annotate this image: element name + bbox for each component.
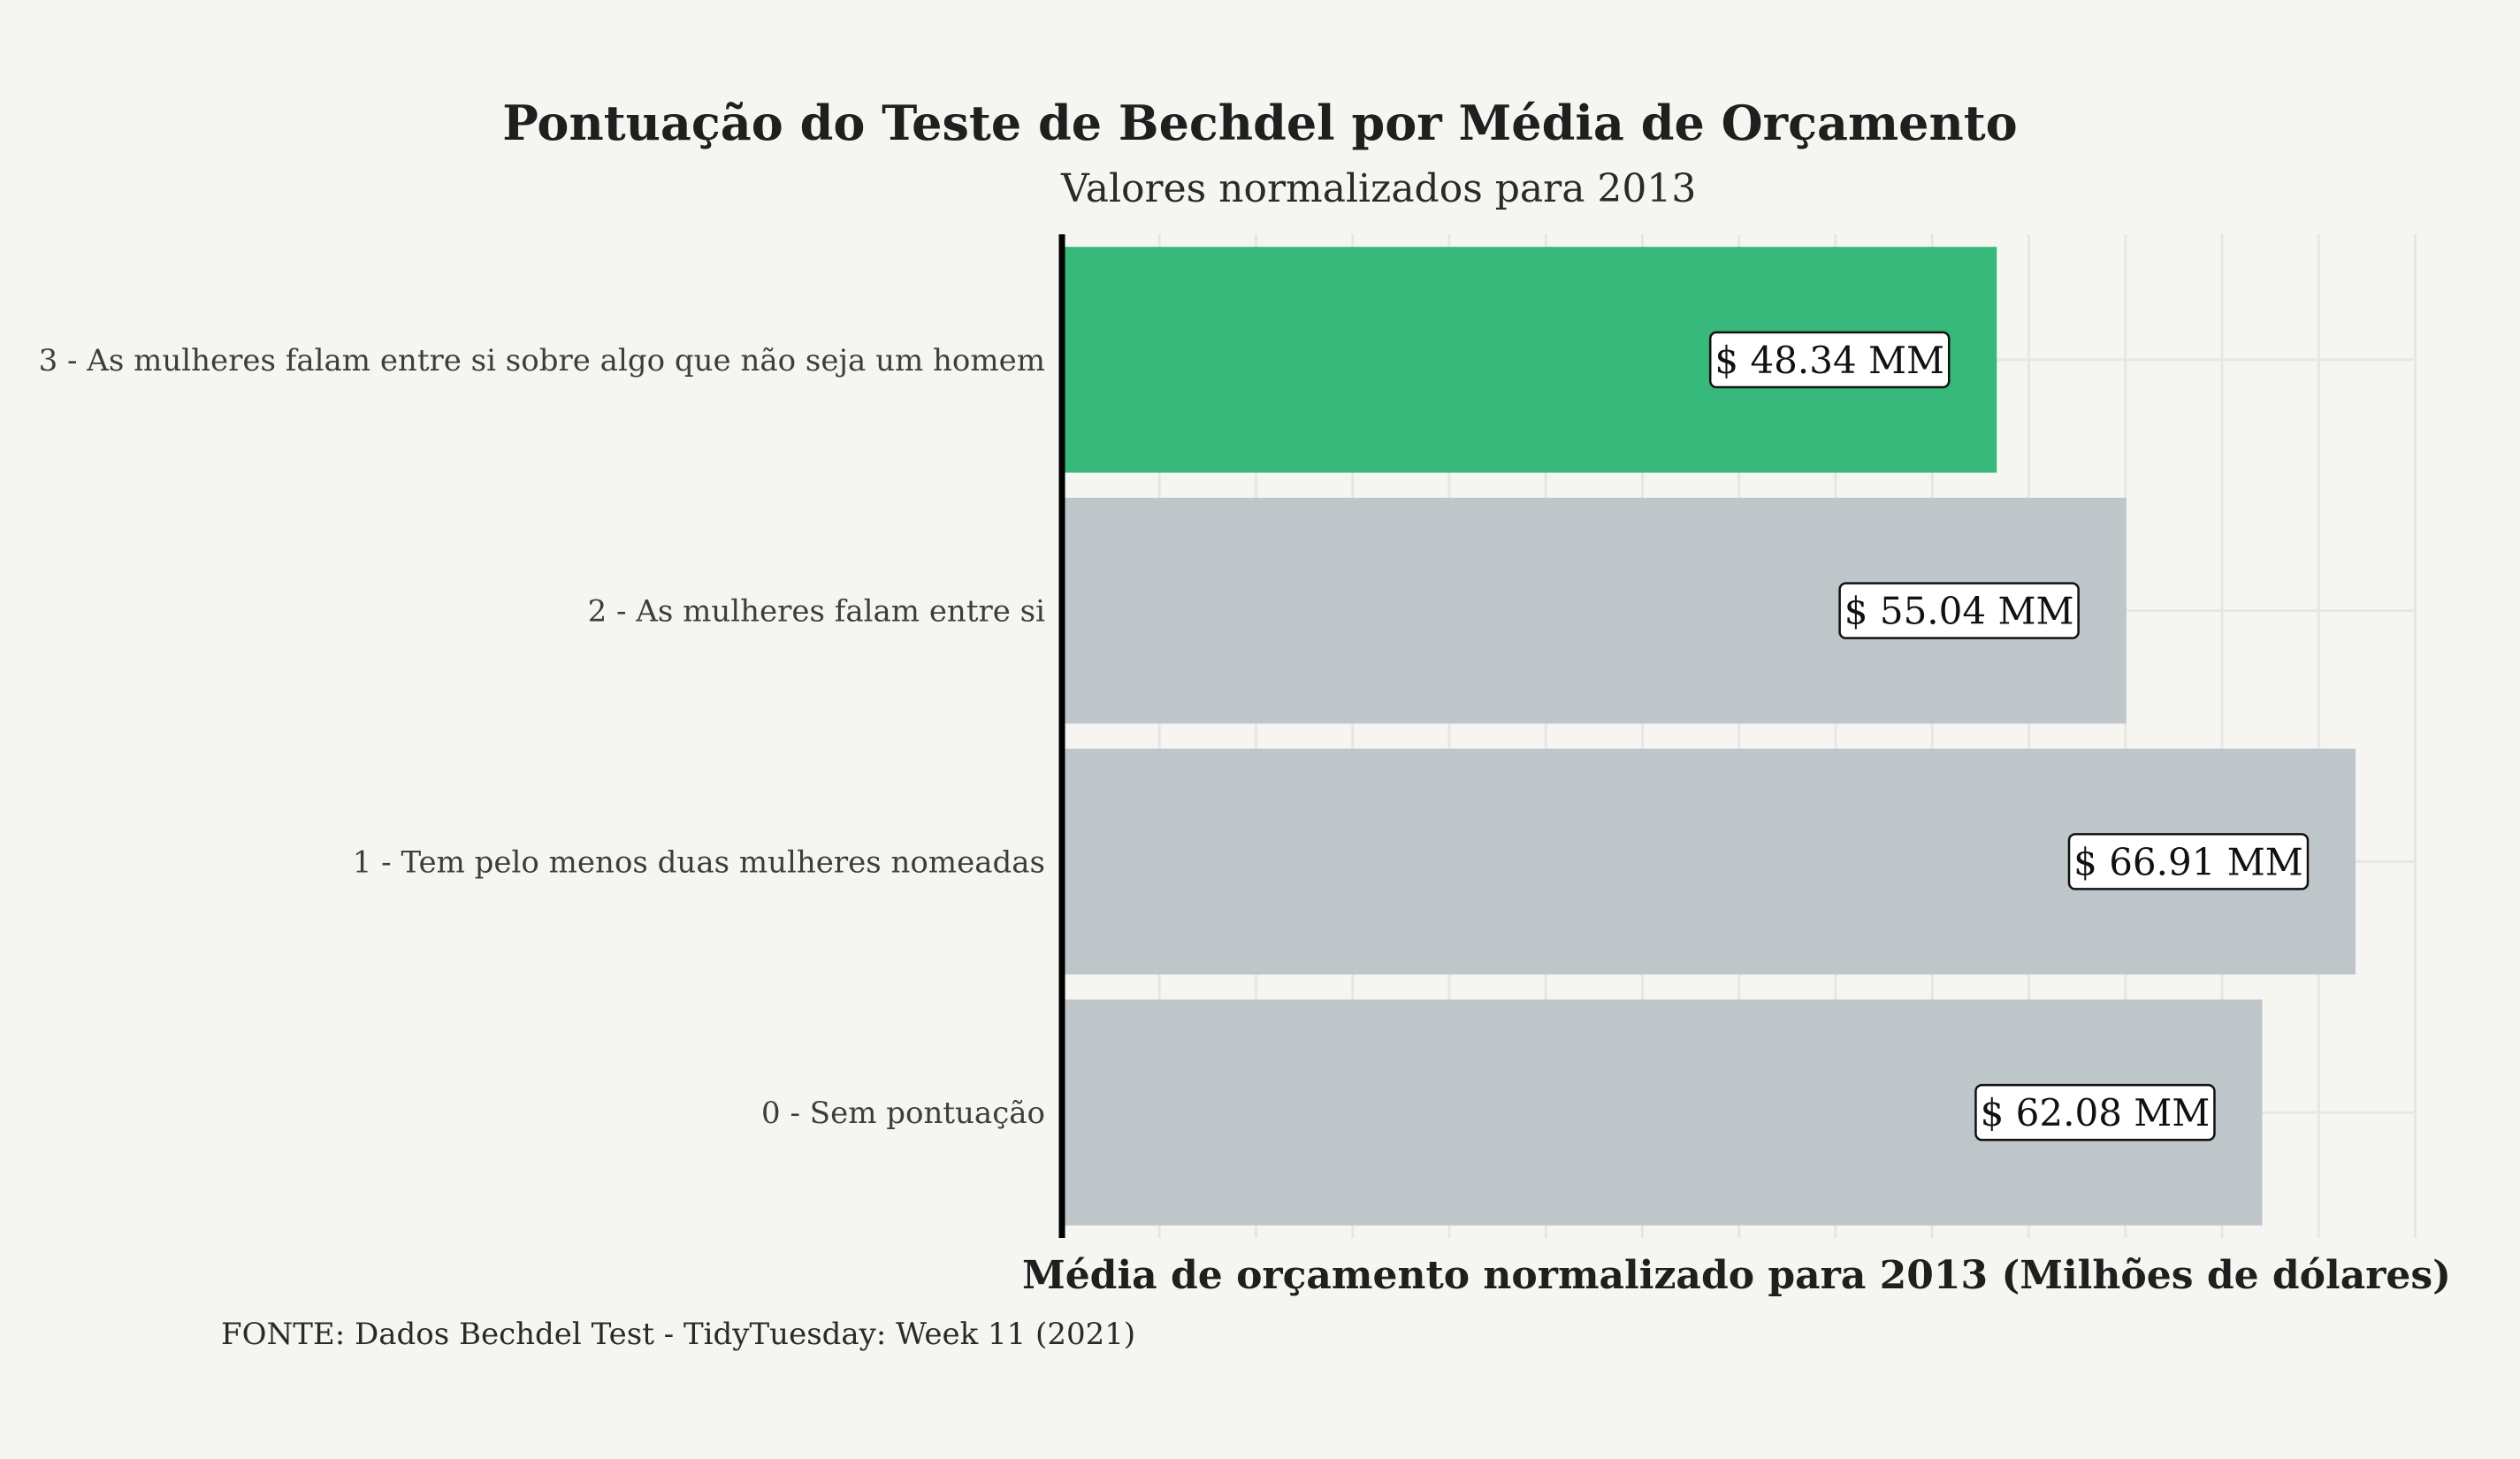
value-label: $ 66.91 MM: [2073, 840, 2303, 883]
bars: 3 - As mulheres falam entre si sobre alg…: [39, 247, 2356, 1226]
value-label: $ 48.34 MM: [1714, 339, 1944, 382]
value-label-box: [1708, 331, 1951, 389]
value-label-box: [2067, 833, 2310, 890]
chart-caption: FONTE: Dados Bechdel Test - TidyTuesday:…: [221, 1317, 1135, 1352]
category-label: 3 - As mulheres falam entre si sobre alg…: [39, 343, 1045, 378]
chart-subtitle: Valores normalizados para 2013: [1060, 166, 1696, 211]
x-axis-label: Média de orçamento normalizado para 2013…: [1022, 1253, 2451, 1298]
category-label: 0 - Sem pontuação: [761, 1096, 1045, 1131]
value-label: $ 62.08 MM: [1981, 1091, 2211, 1134]
chart-title: Pontuação do Teste de Bechdel por Média …: [502, 95, 2017, 151]
value-label-box: [1974, 1083, 2216, 1142]
category-label: 1 - Tem pelo menos duas mulheres nomeada…: [353, 844, 1045, 880]
value-label-box: [1838, 582, 2080, 639]
value-label: $ 55.04 MM: [1844, 590, 2074, 633]
category-label: 2 - As mulheres falam entre si: [588, 594, 1046, 630]
